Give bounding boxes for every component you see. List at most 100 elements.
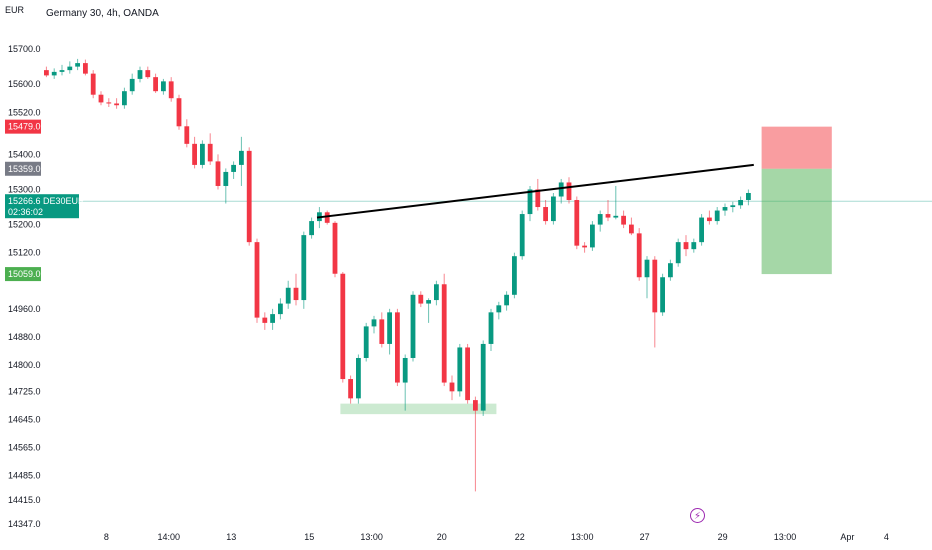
entry-price-badge [5, 161, 41, 176]
candle-down [176, 94, 182, 130]
candle-body [207, 143, 213, 162]
candle-body [137, 70, 143, 79]
candle-body [402, 357, 408, 383]
y-tick-label: 14800.0 [8, 360, 41, 370]
candle-body [582, 245, 587, 248]
candle-body [605, 214, 611, 218]
candle-body [270, 314, 275, 323]
candle-down [153, 73, 158, 93]
candle-body [488, 312, 494, 344]
candle-up [597, 210, 603, 232]
candle-down [473, 396, 478, 492]
candle-down [379, 312, 385, 348]
candle-body [168, 81, 174, 99]
candle-down [707, 210, 712, 225]
candle-body [395, 312, 400, 383]
x-tick-label: 4 [884, 532, 889, 542]
candle-body [200, 143, 205, 165]
candle-body [67, 66, 73, 71]
candle-down [184, 119, 190, 148]
drawing-tools[interactable] [316, 163, 754, 219]
candle-up [722, 203, 728, 216]
candle-body [660, 277, 665, 313]
y-tick-label: 14485.0 [8, 471, 41, 481]
candle-body [184, 126, 190, 144]
x-tick-label: 15 [304, 532, 314, 542]
x-tick-label: 13:00 [571, 532, 594, 542]
candle-down [83, 59, 88, 76]
take-profit-zone[interactable] [761, 168, 832, 275]
x-tick-label: 27 [640, 532, 650, 542]
candle-body [457, 347, 463, 392]
candle-body [122, 91, 127, 106]
candle-body [746, 192, 751, 201]
candle-up [231, 161, 236, 179]
candle-body [699, 217, 704, 243]
candle-down [582, 242, 587, 253]
candle-body [480, 343, 486, 411]
candle-down [465, 343, 470, 404]
candle-down [324, 210, 330, 225]
candle-down [90, 70, 96, 99]
currency-label: EUR [5, 5, 25, 15]
entry-price-badge-text: 15359.0 [8, 164, 41, 174]
y-tick-label: 14960.0 [8, 304, 41, 314]
candle-down [293, 273, 299, 306]
candle-body [332, 222, 338, 274]
candle-up [714, 207, 720, 225]
stop-loss-zone[interactable] [761, 126, 832, 169]
candle-body [285, 287, 291, 304]
candle-down [348, 375, 353, 404]
candle-body [176, 98, 182, 127]
x-tick-label: 14:00 [158, 532, 181, 542]
candle-up [480, 340, 486, 416]
candle-body [44, 70, 49, 76]
y-tick-label: 15600.0 [8, 79, 41, 89]
candle-body [301, 235, 307, 301]
candle-body [410, 294, 416, 358]
candle-body [223, 171, 229, 186]
candle-up [301, 231, 307, 309]
candle-up [519, 210, 525, 260]
stop-price-badge-text: 15479.0 [8, 122, 41, 132]
y-tick-label: 15400.0 [8, 149, 41, 159]
lightning-icon[interactable]: ⚡ [690, 508, 705, 523]
candle-body [496, 305, 502, 313]
candle-up [387, 308, 392, 355]
candle-up [200, 140, 205, 169]
candle-body [558, 182, 564, 197]
candle-body [231, 164, 236, 172]
candle-body [527, 189, 533, 215]
candle-body [644, 259, 650, 278]
candle-body [387, 312, 392, 344]
candle-up [691, 238, 697, 253]
candle-up [402, 354, 408, 411]
candle-body [145, 70, 151, 78]
candle-up [738, 196, 743, 209]
y-tick-label: 14725.0 [8, 386, 41, 396]
candle-body [239, 150, 244, 165]
candle-body [254, 242, 260, 318]
x-tick-label: Apr [840, 532, 854, 542]
candle-up [75, 58, 80, 71]
candle-body [75, 63, 80, 67]
target-price-badge [5, 267, 41, 282]
candle-up [613, 185, 619, 220]
candle-up [434, 280, 439, 306]
candle-up [67, 61, 73, 74]
candle-down [574, 196, 580, 250]
candle-body [59, 70, 65, 72]
candle-body [434, 284, 439, 301]
candle-body [161, 81, 166, 92]
x-tick-label: 13:00 [360, 532, 383, 542]
y-tick-label: 14565.0 [8, 443, 41, 453]
trendline[interactable] [316, 163, 754, 219]
candle-body [535, 189, 541, 208]
candle-down [145, 66, 151, 79]
candle-down [629, 217, 634, 236]
candle-body [356, 357, 361, 399]
candle-up [223, 168, 229, 204]
candle-up [137, 66, 143, 83]
candle-body [153, 77, 158, 92]
